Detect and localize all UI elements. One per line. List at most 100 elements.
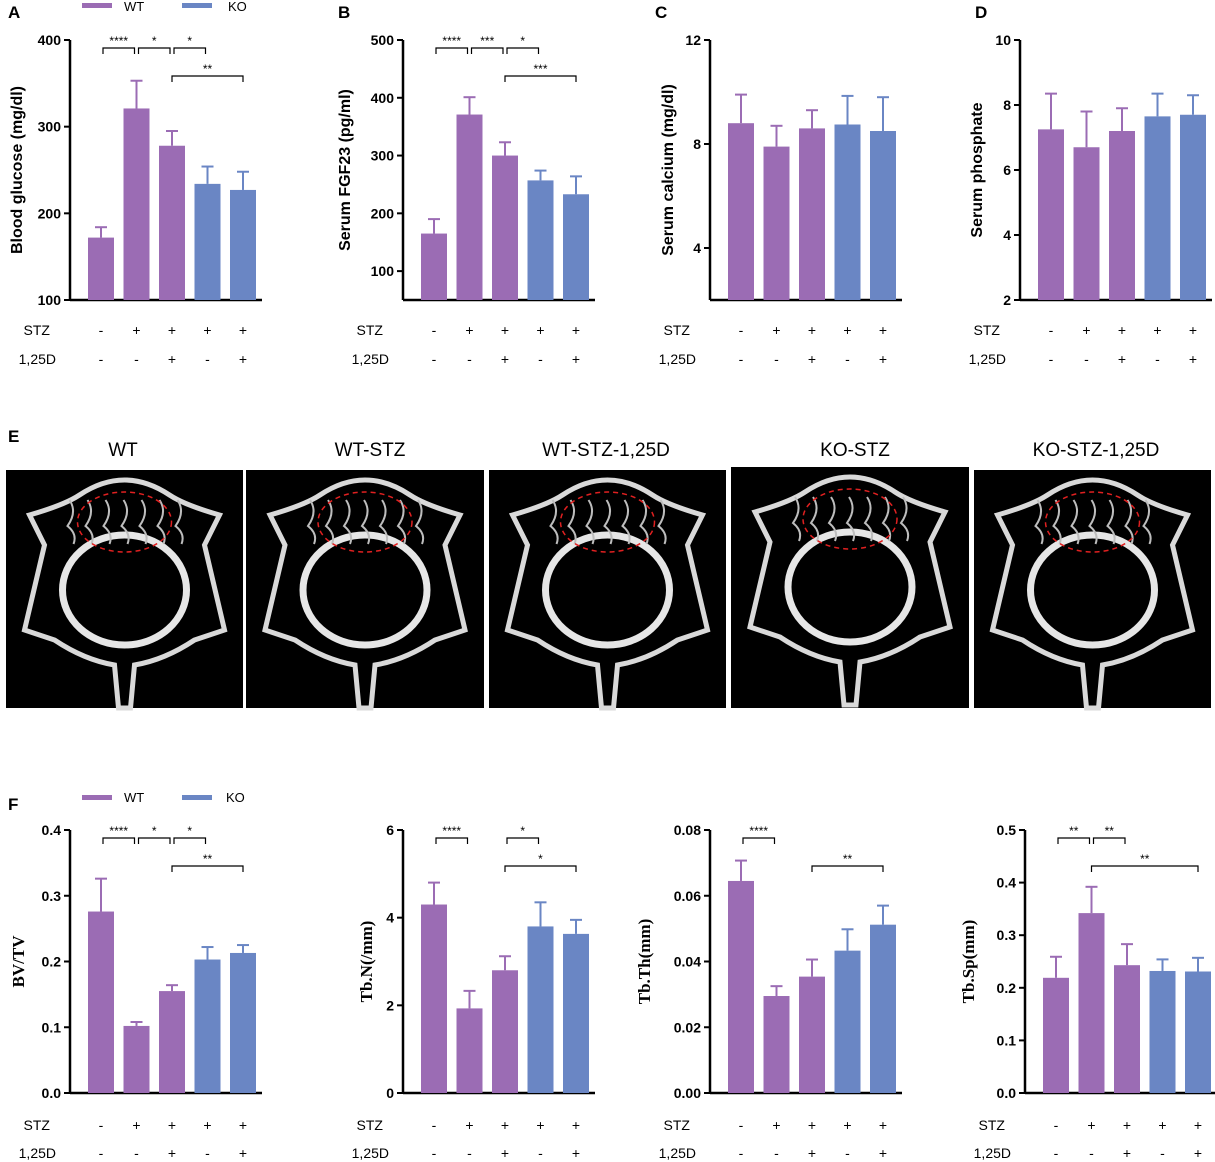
y-tick-label: 0.2 [42, 954, 62, 970]
trabecula [324, 499, 335, 545]
bar [194, 959, 221, 1093]
spinal-canal [542, 531, 673, 649]
y-tick-label: 500 [371, 32, 395, 48]
trabecula [827, 496, 838, 542]
y-tick-label: 10 [995, 32, 1011, 48]
d125-condition-symbol: - [845, 1145, 850, 1161]
ct-image [246, 470, 484, 711]
bar [527, 926, 554, 1093]
stz-condition-symbol: + [572, 1117, 580, 1133]
bar [421, 233, 447, 300]
trabecula [791, 496, 802, 542]
significance-label: ** [203, 852, 213, 866]
d125-condition-symbol: - [432, 1145, 437, 1161]
stz-row-label: STZ [357, 322, 384, 338]
bar [88, 911, 114, 1093]
spinal-canal [1027, 531, 1158, 649]
stz-condition-symbol: + [1153, 322, 1161, 338]
d125-condition-symbol: - [1160, 1145, 1165, 1161]
y-tick-label: 0.2 [997, 980, 1017, 996]
y-tick-label: 200 [38, 205, 62, 221]
trabecula [306, 499, 317, 545]
y-tick-label: 0.1 [42, 1019, 62, 1035]
d125-condition-symbol: + [1118, 351, 1126, 367]
stz-condition-symbol: + [132, 322, 140, 338]
stz-condition-symbol: + [1082, 322, 1090, 338]
trabecula [102, 499, 112, 545]
d125-row-label: 1,25D [659, 351, 696, 367]
d125-condition-symbol: - [1049, 351, 1054, 367]
d125-condition-symbol: - [205, 351, 210, 367]
significance-bracket [506, 837, 540, 844]
ct-image [731, 467, 969, 708]
vertebra-outline [262, 477, 468, 711]
stz-condition-symbol: + [1158, 1117, 1166, 1133]
significance-label: * [152, 34, 157, 48]
roi-ellipse [559, 491, 656, 553]
d125-condition-symbol: - [134, 351, 139, 367]
stz-condition-symbol: + [1189, 322, 1197, 338]
y-axis-title: Serum FGF23 (pg/ml) [337, 89, 354, 251]
d125-condition-symbol: - [467, 1145, 472, 1161]
roi-ellipse [317, 491, 413, 553]
significance-bracket [173, 837, 207, 844]
significance-bracket [137, 47, 171, 54]
y-tick-label: 8 [693, 136, 701, 152]
significance-label: **** [749, 824, 768, 838]
ct-image [489, 470, 726, 711]
trabecula [1070, 499, 1080, 545]
ct-image-title: KO-STZ [820, 440, 890, 461]
trabecula [657, 499, 667, 545]
y-axis-title: Tb.Th(mm) [635, 919, 654, 1004]
y-tick-label: 200 [371, 205, 395, 221]
significance-bracket [102, 837, 136, 844]
bar [763, 996, 790, 1093]
d125-condition-symbol: - [432, 351, 437, 367]
d125-row-label: 1,25D [352, 351, 389, 367]
stz-condition-symbol: + [808, 1117, 816, 1133]
y-tick-label: 4 [386, 910, 394, 926]
y-tick-label: 4 [1003, 227, 1011, 243]
spinal-canal [299, 531, 431, 649]
significance-label: * [538, 852, 543, 866]
vertebra-outline [504, 477, 711, 711]
panel-letter: F [8, 795, 18, 814]
d125-condition-symbol: - [774, 1145, 779, 1161]
significance-bracket [102, 47, 136, 54]
trabecula [360, 499, 371, 545]
bar [123, 108, 150, 300]
stz-condition-symbol: + [501, 322, 509, 338]
y-tick-label: 0.0 [42, 1085, 62, 1101]
bar [834, 124, 861, 300]
stz-condition-symbol: + [536, 322, 544, 338]
bar [563, 933, 589, 1093]
y-tick-label: 400 [38, 32, 62, 48]
trabecula [1052, 499, 1062, 545]
d125-condition-symbol: - [1089, 1145, 1094, 1161]
d125-condition-symbol: - [467, 351, 472, 367]
bar [1038, 129, 1064, 300]
d125-row-label: 1,25D [974, 1145, 1011, 1161]
trabecula [378, 499, 389, 545]
y-tick-label: 12 [685, 32, 701, 48]
d125-row-label: 1,25D [659, 1145, 696, 1161]
d125-condition-symbol: + [239, 1145, 247, 1161]
y-tick-label: 0.5 [997, 822, 1017, 838]
legend-top: WT KO [82, 0, 247, 14]
trabecula [1034, 499, 1044, 545]
significance-bracket [1057, 837, 1091, 844]
significance-label: * [152, 824, 157, 838]
legend-bottom-ko-swatch [182, 795, 212, 800]
bar [230, 952, 256, 1093]
stz-condition-symbol: + [808, 322, 816, 338]
significance-bracket [504, 865, 577, 872]
y-tick-label: 300 [371, 148, 395, 164]
significance-label: *** [480, 34, 494, 48]
trabecula [66, 499, 76, 545]
chart-panel-8: Tb.Sp(mm) 0.0 0.1 0.2 0.3 0.4 0.5 ** ** ** STZ 1,25… [959, 822, 1215, 1161]
bar [159, 991, 185, 1093]
y-tick-label: 0.1 [997, 1032, 1017, 1048]
bar [1149, 970, 1176, 1093]
trabecula [84, 499, 94, 545]
y-tick-label: 0.3 [997, 927, 1017, 943]
